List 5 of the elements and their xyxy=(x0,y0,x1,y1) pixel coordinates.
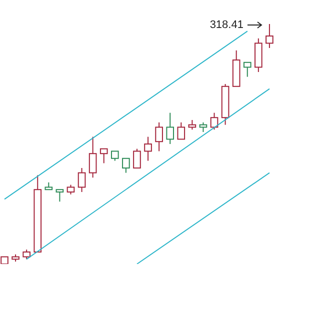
candlestick xyxy=(78,168,86,192)
annotation: 318.41 xyxy=(210,18,244,31)
candlestick xyxy=(266,24,274,48)
candlestick xyxy=(144,136,152,162)
candlestick xyxy=(166,112,174,144)
